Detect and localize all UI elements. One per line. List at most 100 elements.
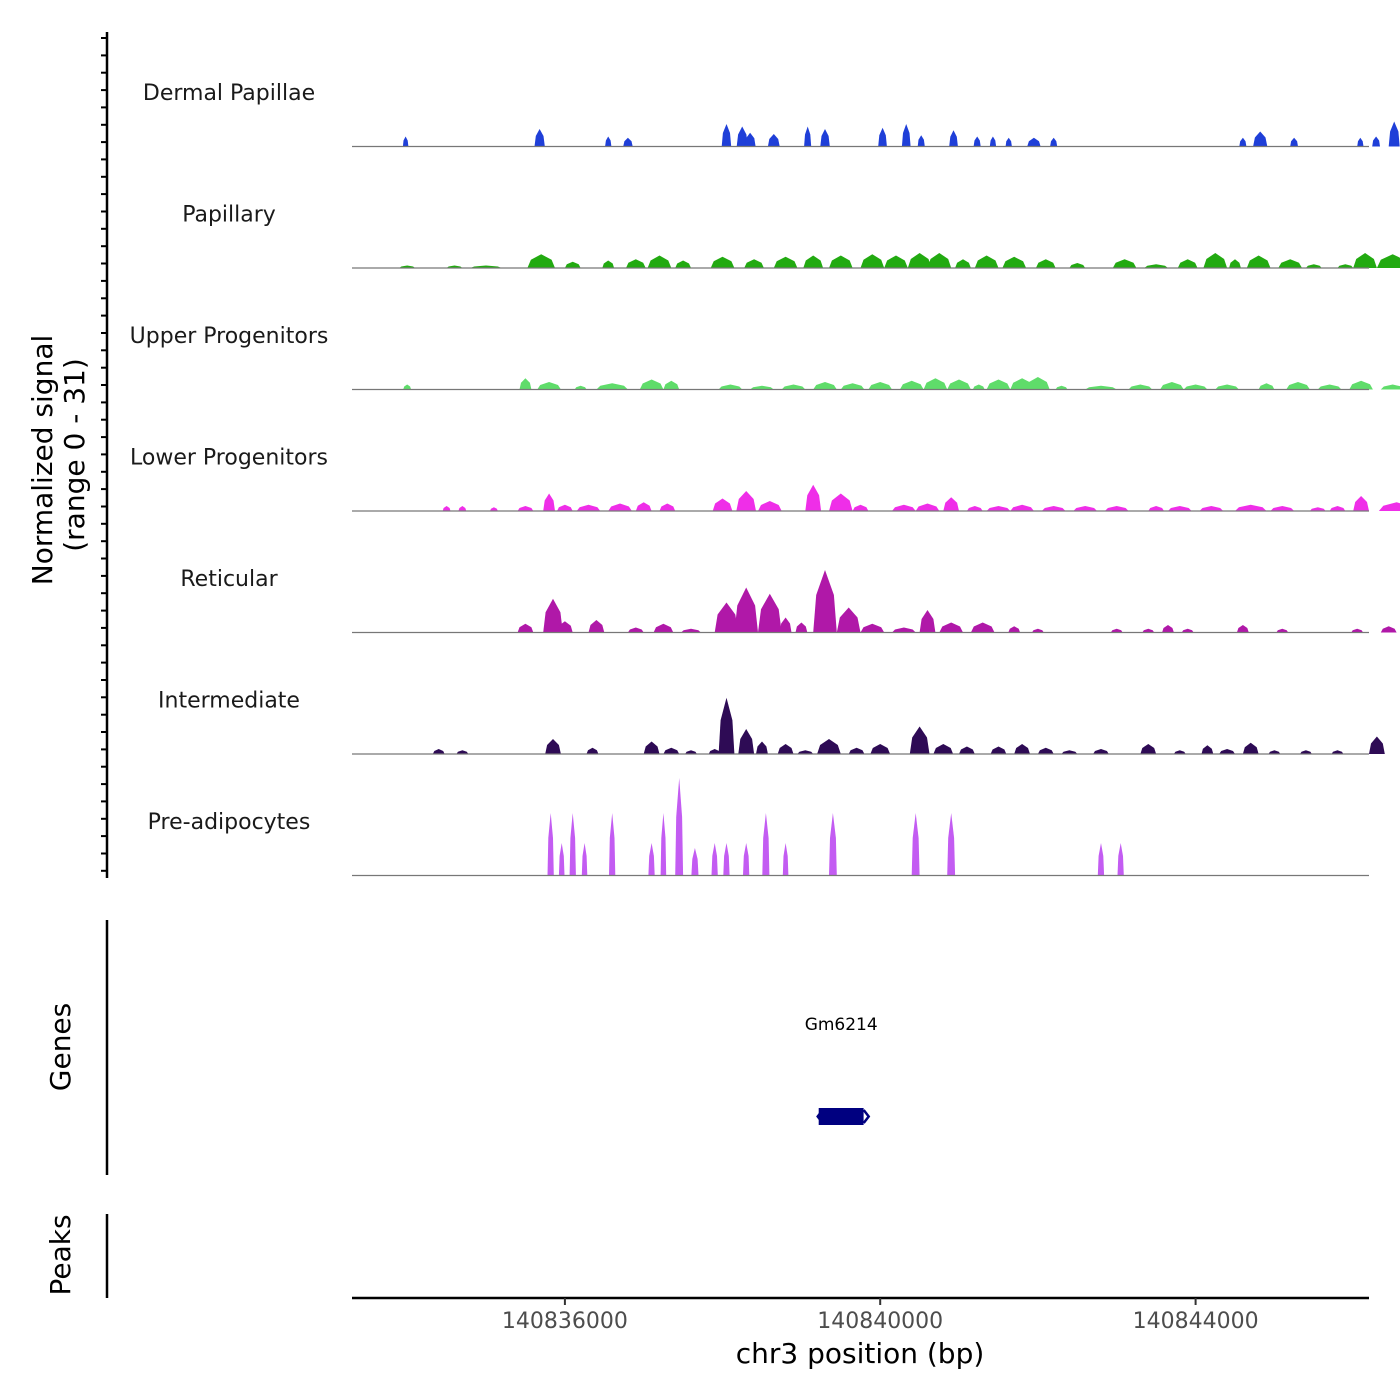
coverage-peak — [1329, 506, 1346, 511]
coverage-peak — [1309, 507, 1326, 511]
coverage-peak — [663, 380, 680, 390]
coverage-peak — [588, 620, 605, 633]
coverage-peak — [1008, 626, 1021, 633]
coverage-peak — [1085, 385, 1117, 390]
coverage-peak — [1286, 382, 1310, 390]
coverage-peak — [901, 124, 911, 147]
coverage-peak — [836, 607, 861, 633]
gene-body — [818, 1108, 864, 1125]
coverage-peak — [870, 744, 891, 754]
coverage-peak — [1148, 506, 1164, 511]
coverage-peak — [813, 570, 837, 633]
coverage-peak — [966, 506, 983, 511]
coverage-peak — [840, 383, 865, 390]
coverage-peak — [943, 497, 959, 511]
coverage-peak — [1353, 496, 1369, 511]
coverage-peak — [1380, 626, 1397, 633]
coverage-peak — [446, 265, 463, 268]
coverage-peak — [527, 254, 555, 268]
coverage-peak — [627, 627, 644, 633]
coverage-peak — [639, 379, 664, 390]
track-label: Reticular — [180, 567, 278, 592]
coverage-peak — [681, 628, 701, 633]
coverage-peak — [569, 813, 576, 876]
coverage-peak — [1278, 259, 1302, 268]
coverage-peak — [403, 384, 412, 390]
coverage-peak — [1300, 750, 1312, 754]
coverage-peak — [1246, 255, 1271, 268]
coverage-peak — [576, 504, 601, 511]
coverage-peak — [432, 749, 445, 754]
coverage-peak — [1055, 385, 1068, 390]
coverage-peak — [736, 491, 756, 511]
coverage-peak — [804, 126, 812, 147]
coverage-peak — [899, 380, 924, 390]
coverage-peak — [782, 843, 789, 876]
coverage-peak — [1181, 628, 1194, 633]
coverage-peak — [1357, 137, 1364, 147]
track-label: Pre-adipocytes — [148, 810, 311, 835]
coverage-peak — [868, 382, 892, 390]
coverage-peak — [711, 843, 718, 876]
coverage-peak — [915, 503, 940, 511]
coverage-peak — [1270, 506, 1295, 511]
track-pre-adipocytes: Pre-adipocytes — [148, 778, 1369, 877]
coverage-peak — [1032, 628, 1044, 633]
coverage-peak — [1002, 256, 1027, 268]
coverage-peak — [718, 697, 735, 754]
coverage-peak — [860, 254, 885, 268]
coverage-peak — [1010, 504, 1034, 511]
coverage-peak — [1026, 377, 1050, 390]
coverage-peak — [675, 778, 684, 876]
signal-y-axis-ticks — [101, 37, 107, 872]
coverage-peak — [884, 255, 908, 268]
coverage-peak — [758, 501, 782, 511]
coverage-peak — [758, 593, 782, 633]
coverage-peak — [602, 260, 615, 268]
coverage-peak — [947, 379, 971, 390]
coverage-peak — [1177, 259, 1198, 268]
coverage-peak — [738, 729, 755, 754]
strand-arrow — [816, 1109, 871, 1124]
coverage-peak — [1258, 383, 1275, 390]
coverage-peak — [456, 750, 469, 754]
coverage-peak — [829, 255, 853, 268]
track-label: Papillary — [182, 203, 276, 228]
coverage-peak — [955, 259, 971, 268]
coverage-peak — [1349, 380, 1373, 390]
coverage-peak — [557, 621, 573, 633]
coverage-peak — [907, 253, 932, 268]
coverage-peak — [1128, 384, 1153, 390]
coverage-peak — [892, 627, 916, 633]
coverage-peak — [557, 504, 573, 511]
coverage-peak — [1219, 749, 1235, 754]
coverage-peak — [1378, 502, 1400, 511]
coverage-peak — [972, 384, 985, 390]
coverage-peak — [1317, 384, 1342, 390]
coverage-peak — [1050, 137, 1058, 147]
coverage-peak — [743, 843, 750, 876]
coverage-peak — [710, 256, 735, 268]
coverage-peak — [605, 136, 612, 147]
coverage-peak — [767, 134, 780, 147]
track-papillary: Papillary — [182, 203, 1400, 269]
coverage-peak — [909, 726, 930, 754]
coverage-peak — [756, 741, 768, 754]
coverage-peak — [949, 130, 958, 147]
coverage-peak — [927, 253, 952, 268]
coverage-peak — [675, 260, 691, 268]
coverage-peak — [1290, 137, 1298, 147]
coverage-peak — [878, 127, 887, 147]
coverage-peak — [1144, 264, 1168, 268]
coverage-peak — [1369, 736, 1385, 754]
coverage-peak — [1097, 843, 1105, 876]
coverage-peak — [1162, 625, 1174, 633]
coverage-peak — [574, 385, 587, 390]
coverage-peak — [691, 848, 699, 876]
coverage-peak — [608, 503, 632, 511]
coverage-peak — [723, 843, 730, 876]
coverage-peak — [779, 617, 792, 633]
coverage-peak — [648, 843, 655, 876]
coverage-peak — [543, 598, 563, 633]
